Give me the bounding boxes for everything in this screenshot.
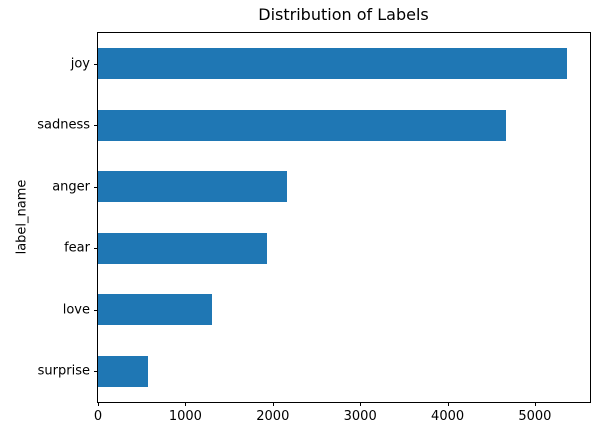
bar-sadness xyxy=(98,109,506,141)
y-tick-label-anger: anger xyxy=(52,179,90,195)
x-tick-4000 xyxy=(447,402,449,406)
x-tick-2000 xyxy=(272,402,274,406)
bar-anger xyxy=(98,171,287,203)
x-tick-label-5000: 5000 xyxy=(518,409,552,424)
bar-love xyxy=(98,294,212,326)
bar-surprise xyxy=(98,355,148,387)
x-tick-5000 xyxy=(534,402,536,406)
x-tick-3000 xyxy=(360,402,362,406)
bar-fear xyxy=(98,232,268,264)
y-tick-surprise xyxy=(94,371,98,373)
bar-joy xyxy=(98,48,567,80)
x-tick-label-1000: 1000 xyxy=(168,409,202,424)
x-tick-0 xyxy=(98,402,99,406)
y-tick-label-joy: joy xyxy=(70,56,90,72)
y-tick-joy xyxy=(94,63,98,65)
x-tick-label-2000: 2000 xyxy=(256,409,290,424)
y-tick-love xyxy=(94,309,98,311)
y-tick-label-fear: fear xyxy=(64,240,90,256)
y-tick-label-love: love xyxy=(62,302,90,318)
y-tick-fear xyxy=(94,248,98,250)
x-tick-1000 xyxy=(185,402,187,406)
y-tick-anger xyxy=(94,186,98,188)
y-tick-label-sadness: sadness xyxy=(37,117,90,133)
x-tick-label-3000: 3000 xyxy=(343,409,377,424)
plot-area: joy sadness anger fear love surprise 0 1000 2000… xyxy=(37,32,591,424)
x-tick-label-0: 0 xyxy=(93,409,103,424)
chart-title: Distribution of Labels xyxy=(258,5,429,24)
x-tick-label-4000: 4000 xyxy=(431,409,465,424)
y-tick-label-surprise: surprise xyxy=(37,363,90,379)
y-tick-sadness xyxy=(94,125,98,127)
y-axis-label: label_name xyxy=(14,179,30,255)
